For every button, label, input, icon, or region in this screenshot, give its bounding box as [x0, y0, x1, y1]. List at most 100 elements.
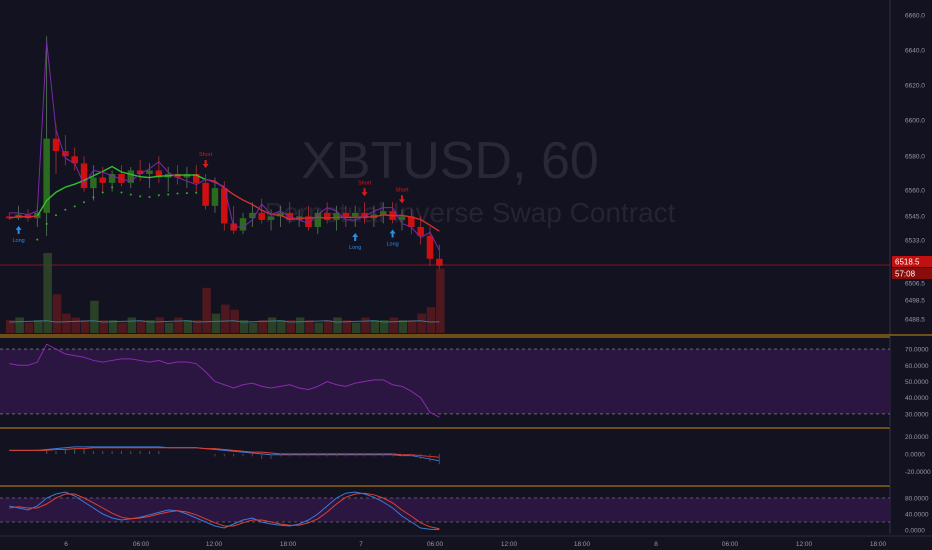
candle-body [118, 174, 125, 183]
candle-body [380, 211, 387, 215]
rsi-panel[interactable]: 70.0000 60.0000 50.0000 40.0000 30.0000 [0, 336, 929, 426]
volume-bar [295, 317, 305, 333]
trail-dot [36, 238, 39, 241]
signal-short: Short [395, 187, 409, 204]
rsi-tick-label: 60.0000 [905, 363, 929, 370]
volume-bar [155, 317, 165, 333]
trail-dot [185, 192, 188, 195]
bar-countdown: 57:08 [895, 270, 916, 279]
candle-body [333, 212, 340, 220]
long-arrow-icon [15, 225, 22, 234]
volume-bar [398, 320, 408, 333]
volume-bar [314, 322, 324, 333]
volume-ma-line [9, 320, 440, 323]
short-label: Short [199, 152, 213, 158]
candle-body [90, 177, 97, 189]
stoch-band [0, 498, 890, 522]
volume-bar [62, 313, 71, 333]
trail-dot [83, 201, 86, 204]
watermark-description: Perpetual Inverse Swap Contract [265, 197, 676, 228]
volume-bar [99, 320, 108, 333]
trail-dot [111, 186, 114, 189]
volume-bar [52, 294, 62, 333]
short-arrow-icon [202, 160, 209, 168]
trail-dot [157, 194, 160, 197]
volume-bar [211, 313, 221, 333]
macd-tick-label: 0.0000 [905, 451, 925, 458]
candle-body [99, 177, 106, 183]
last-price-value: 6518.5 [895, 258, 920, 267]
rsi-tick-label: 40.0000 [905, 395, 929, 402]
long-label: Long [386, 241, 398, 247]
volume-bar [15, 317, 24, 333]
volume-bar [127, 317, 137, 333]
long-arrow-icon [389, 229, 396, 238]
macd-panel[interactable]: 20.0000 0.0000 -20.0000 [0, 427, 931, 484]
time-tick-label: 18:00 [870, 541, 887, 548]
price-tick-label: 6640.0 [905, 48, 925, 55]
stoch-tick-label: 0.0000 [905, 528, 925, 535]
volume-bar [34, 320, 43, 333]
time-tick-label: 6 [64, 541, 68, 548]
signal-long: Long [349, 233, 361, 251]
candle-body [52, 138, 60, 152]
volume-bar [146, 320, 155, 333]
volume-bar [108, 320, 118, 333]
candle-body [155, 170, 163, 178]
candle-body [239, 218, 247, 231]
rsi-tick-label: 30.0000 [905, 411, 929, 418]
price-tick-label: 6506.5 [905, 281, 925, 288]
time-tick-label: 12:00 [206, 541, 223, 548]
trail-dot [92, 196, 95, 199]
short-label: Short [395, 187, 409, 193]
candle-body [417, 227, 424, 236]
macd-tick-label: -20.0000 [905, 469, 931, 476]
trail-dot [64, 208, 67, 211]
macd-tick-label: 20.0000 [905, 434, 929, 441]
stoch-d-line [9, 492, 440, 530]
volume-bar [417, 313, 426, 333]
trail-dot [195, 191, 198, 194]
time-tick-label: 8 [654, 541, 658, 548]
price-panel[interactable]: Long Short Long Short Long Short [0, 36, 890, 272]
volume-bar [80, 320, 90, 333]
volume-bar [136, 320, 146, 333]
candle-body [408, 216, 415, 227]
last-price-tag-bg [892, 256, 932, 267]
volume-bar [305, 320, 314, 333]
volume-bar [202, 287, 211, 333]
trail-dot [148, 195, 151, 198]
candle-body [342, 212, 350, 217]
volume-bar [267, 317, 277, 333]
countdown-tag-bg [892, 268, 932, 279]
candle-body [108, 174, 116, 183]
candle-body [211, 188, 219, 206]
volume-bar [408, 320, 417, 333]
volume-bar [174, 317, 183, 333]
volume-bar [90, 300, 99, 333]
short-label: Short [358, 180, 372, 186]
volume-bar [221, 304, 230, 333]
candle-body [426, 235, 434, 259]
price-tick-label: 6660.0 [905, 13, 925, 20]
macd-line [9, 446, 440, 462]
stoch-k-line [9, 491, 440, 531]
short-arrow-icon [398, 195, 405, 204]
macd-signal-line [9, 447, 440, 458]
candle-body [71, 156, 78, 164]
volume-bar [370, 320, 380, 333]
price-scale[interactable]: 6660.0 6640.0 6620.0 6600.0 6580.0 6560.0 6545… [0, 0, 932, 336]
volume-bar [361, 317, 370, 333]
trail-dot [176, 192, 179, 195]
rsi-line [9, 343, 440, 418]
rsi-band [0, 349, 890, 414]
signal-short: Short [358, 180, 372, 197]
volume-bar [333, 317, 342, 333]
volume-bar [277, 320, 286, 333]
time-scale[interactable]: 6 06:00 12:00 18:00 7 06:00 12:00 18:00 8 06:00 12… [0, 535, 932, 548]
candle-body [127, 170, 135, 183]
time-tick-label: 06:00 [427, 541, 444, 548]
stochastic-panel[interactable]: 80.0000 40.0000 0.0000 [0, 485, 929, 535]
